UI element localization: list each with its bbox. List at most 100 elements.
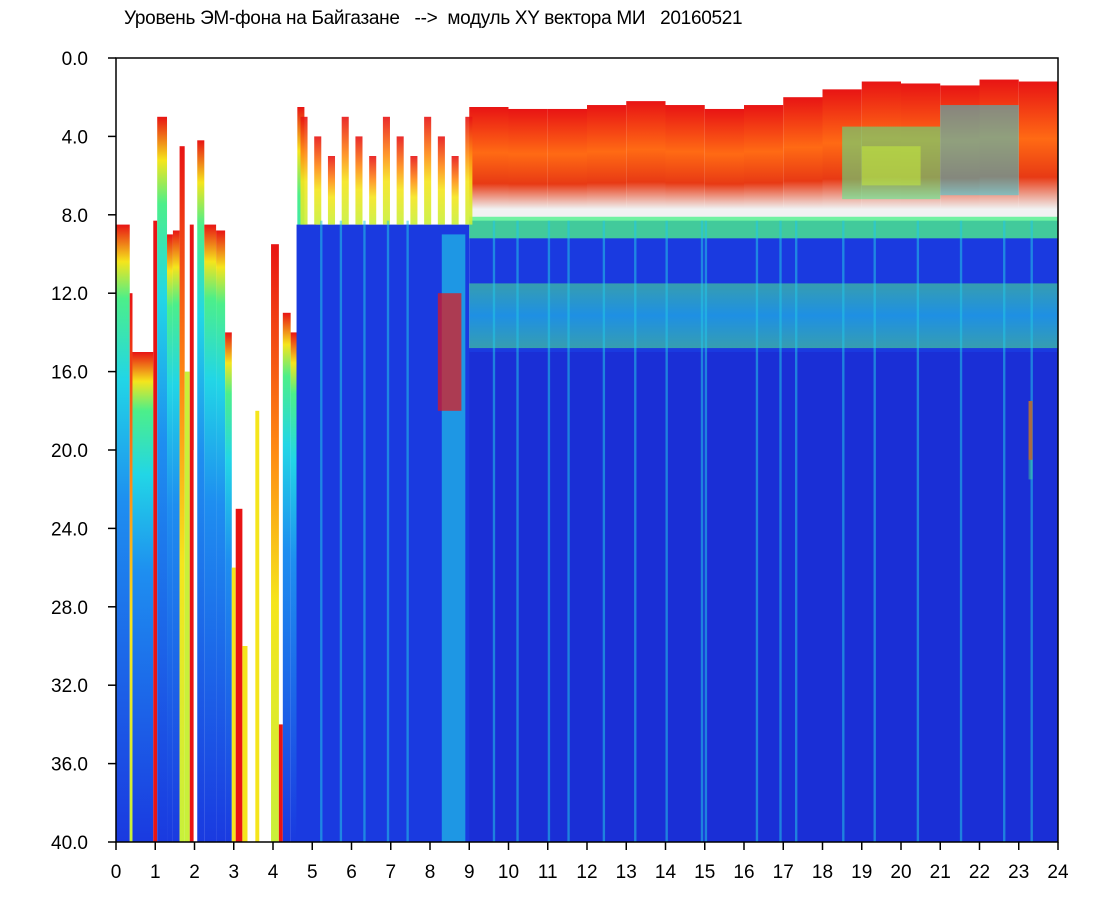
green-band — [469, 283, 1058, 349]
x-tick-label-5: 5 — [307, 862, 318, 883]
x-tick-label-9: 9 — [464, 862, 475, 883]
y-tick-label-5: 20.0 — [51, 441, 88, 462]
plot-area — [116, 58, 1058, 843]
top-band-15 — [704, 108, 744, 209]
top-band-11 — [547, 108, 587, 209]
ribbon-2 — [327, 156, 336, 225]
ribbon-8 — [410, 156, 418, 225]
line-18 — [873, 220, 876, 842]
streak-6 — [172, 230, 180, 843]
line-12 — [700, 220, 704, 842]
line-3 — [386, 220, 390, 842]
red-spot — [1028, 401, 1033, 460]
streak-9 — [189, 224, 194, 843]
axes: 0.0 4.0 8.0 12.0 16.0 20.0 24.0 28.0 32.0 36.0 40.… — [51, 49, 1069, 883]
red-mid-streak — [437, 293, 462, 411]
white-gap — [469, 206, 1058, 217]
x-tick-label-23: 23 — [1008, 862, 1029, 883]
streak-16 — [235, 508, 243, 842]
line-1 — [339, 220, 343, 842]
x-tick-label-1: 1 — [150, 862, 161, 883]
y-tick-label-0: 0.0 — [62, 49, 88, 70]
streak-21 — [271, 244, 279, 842]
ribbon-1 — [314, 136, 322, 225]
upper-green-edge — [469, 214, 1058, 239]
x-tick-label-10: 10 — [498, 862, 519, 883]
ribbon-0 — [300, 116, 308, 225]
top-band-14 — [665, 105, 705, 209]
x-tick-label-3: 3 — [228, 862, 239, 883]
streak-4 — [157, 116, 168, 843]
line-6 — [516, 220, 519, 842]
line-15 — [779, 220, 782, 842]
y-tick-label-9: 36.0 — [51, 755, 88, 776]
line-21 — [1003, 220, 1006, 842]
ribbon-7 — [396, 136, 404, 225]
yellow-patch — [861, 146, 921, 186]
ribbon-3 — [341, 116, 349, 225]
x-tick-label-15: 15 — [694, 862, 715, 883]
y-tick-label-2: 8.0 — [62, 206, 88, 227]
line-5 — [492, 220, 496, 842]
streak-19 — [255, 410, 260, 842]
line-19 — [916, 220, 920, 842]
line-14 — [755, 220, 759, 842]
streak-13 — [216, 230, 226, 843]
x-tick-label-22: 22 — [969, 862, 990, 883]
line-7 — [547, 220, 551, 842]
ribbon-12 — [465, 116, 473, 225]
line-8 — [567, 220, 570, 842]
ribbon-9 — [424, 116, 432, 225]
ribbon-6 — [382, 116, 390, 225]
line-0 — [320, 220, 323, 842]
x-tick-label-13: 13 — [616, 862, 637, 883]
y-tick-label-3: 12.0 — [51, 284, 88, 305]
top-band-13 — [626, 101, 666, 209]
y-tick-label-7: 28.0 — [51, 598, 88, 619]
streak-14 — [225, 332, 232, 842]
x-tick-label-14: 14 — [655, 862, 677, 883]
y-tick-label-6: 24.0 — [51, 519, 88, 540]
streak-12 — [204, 224, 217, 843]
x-tick-label-16: 16 — [733, 862, 754, 883]
streak-11 — [197, 140, 205, 842]
y-tick-label-10: 40.0 — [51, 833, 88, 854]
streak-10 — [193, 450, 198, 842]
x-tick-label-2: 2 — [189, 862, 200, 883]
streak-2 — [132, 352, 154, 842]
x-tick-label-19: 19 — [851, 862, 872, 883]
green-spot — [1028, 401, 1033, 480]
ribbon-10 — [437, 136, 445, 225]
x-tick-label-12: 12 — [576, 862, 597, 883]
line-11 — [665, 220, 668, 842]
ribbon-5 — [369, 156, 377, 225]
line-2 — [363, 220, 366, 842]
x-tick-label-18: 18 — [812, 862, 833, 883]
top-band-23 — [1018, 81, 1058, 209]
x-tick-label-0: 0 — [111, 862, 122, 883]
x-tick-label-17: 17 — [773, 862, 794, 883]
top-band-10 — [508, 108, 548, 209]
streak-7 — [179, 146, 185, 842]
top-band-12 — [587, 105, 627, 209]
line-9 — [602, 220, 606, 842]
streak-3 — [153, 220, 158, 842]
streak-8 — [184, 371, 190, 842]
streak-22 — [278, 724, 283, 842]
ribbon-11 — [451, 156, 459, 225]
x-tick-label-24: 24 — [1047, 862, 1069, 883]
y-tick-label-4: 16.0 — [51, 363, 88, 384]
ribbon-4 — [355, 136, 363, 225]
line-20 — [959, 220, 963, 842]
x-tick-label-20: 20 — [890, 862, 911, 883]
top-band-9 — [469, 107, 509, 209]
y-tick-label-8: 32.0 — [51, 676, 88, 697]
y-tick-label-1: 4.0 — [62, 127, 88, 148]
streak-1 — [129, 293, 133, 842]
top-band-16 — [744, 105, 784, 209]
streak-15 — [231, 567, 236, 842]
line-22 — [1030, 220, 1033, 842]
x-tick-label-21: 21 — [930, 862, 951, 883]
line-16 — [795, 220, 798, 842]
